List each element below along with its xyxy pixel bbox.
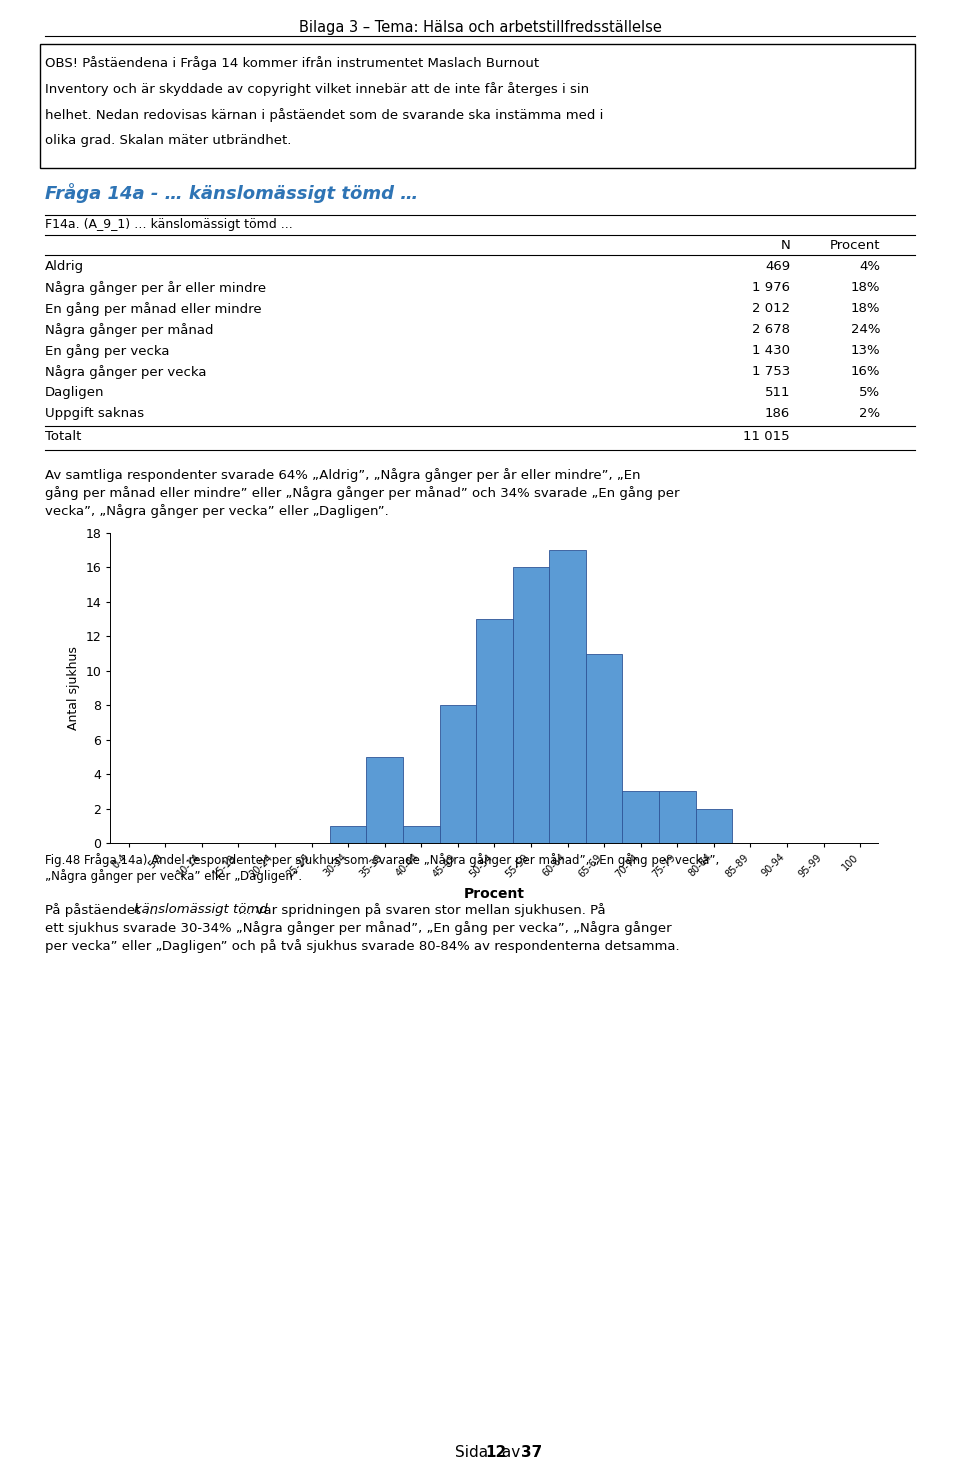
Text: vecka”, „Några gånger per vecka” eller „Dagligen”.: vecka”, „Några gånger per vecka” eller „… — [45, 505, 389, 518]
Text: 18%: 18% — [851, 302, 880, 315]
Text: 13%: 13% — [851, 343, 880, 357]
Text: 186: 186 — [765, 407, 790, 420]
Text: 1 753: 1 753 — [752, 366, 790, 377]
Bar — [440, 706, 476, 844]
Bar — [367, 756, 403, 844]
Bar — [40, 44, 915, 169]
Text: Inventory och är skyddade av copyright vilket innebär att de inte får återges i : Inventory och är skyddade av copyright v… — [45, 81, 589, 96]
Bar — [622, 792, 659, 844]
Text: gång per månad eller mindre” eller „Några gånger per månad” och 34% svarade „En : gång per månad eller mindre” eller „Någr… — [45, 485, 680, 500]
Text: 12: 12 — [485, 1444, 506, 1459]
Text: Några gånger per månad: Några gånger per månad — [45, 323, 213, 337]
Text: 1 430: 1 430 — [752, 343, 790, 357]
Bar — [696, 808, 732, 844]
Text: Aldrig: Aldrig — [45, 260, 84, 272]
Text: 2 678: 2 678 — [752, 323, 790, 336]
Text: Bilaga 3 – Tema: Hälsa och arbetstillfredsställelse: Bilaga 3 – Tema: Hälsa och arbetstillfre… — [299, 21, 661, 36]
Text: En gång per vecka: En gång per vecka — [45, 343, 170, 358]
Text: Totalt: Totalt — [45, 431, 82, 443]
Text: olika grad. Skalan mäter utbrändhet.: olika grad. Skalan mäter utbrändhet. — [45, 135, 292, 147]
Text: 2%: 2% — [859, 407, 880, 420]
Bar — [476, 619, 513, 844]
Text: 24%: 24% — [851, 323, 880, 336]
Text: 18%: 18% — [851, 281, 880, 295]
Bar — [403, 826, 440, 844]
Text: Procent: Procent — [829, 238, 880, 252]
Text: Några gånger per år eller mindre: Några gånger per år eller mindre — [45, 281, 266, 295]
Bar — [330, 826, 367, 844]
Text: känslomässigt tömd: känslomässigt tömd — [133, 903, 268, 916]
Text: 37: 37 — [521, 1444, 542, 1459]
X-axis label: Procent: Procent — [464, 888, 525, 901]
Text: 469: 469 — [765, 260, 790, 272]
Text: Fråga 14a - … känslomässigt tömd …: Fråga 14a - … känslomässigt tömd … — [45, 184, 419, 203]
Text: Uppgift saknas: Uppgift saknas — [45, 407, 144, 420]
Text: Av samtliga respondenter svarade 64% „Aldrig”, „Några gånger per år eller mindre: Av samtliga respondenter svarade 64% „Al… — [45, 468, 640, 482]
Text: 16%: 16% — [851, 366, 880, 377]
Bar — [586, 654, 622, 844]
Text: Dagligen: Dagligen — [45, 386, 105, 400]
Text: helhet. Nedan redovisas kärnan i påstäendet som de svarande ska instämma med i: helhet. Nedan redovisas kärnan i påstäen… — [45, 108, 604, 121]
Text: av: av — [497, 1444, 525, 1459]
Text: På påstäendet …: På påstäendet … — [45, 903, 162, 918]
Text: „Några gånger per vecka” eller „Dagligen”.: „Några gånger per vecka” eller „Dagligen… — [45, 869, 302, 884]
Y-axis label: Antal sjukhus: Antal sjukhus — [67, 647, 80, 730]
Text: Några gånger per vecka: Några gånger per vecka — [45, 366, 206, 379]
Text: 511: 511 — [764, 386, 790, 400]
Text: 2 012: 2 012 — [752, 302, 790, 315]
Text: 5%: 5% — [859, 386, 880, 400]
Bar — [549, 551, 586, 844]
Text: F14a. (A_9_1) … känslomässigt tömd ...: F14a. (A_9_1) … känslomässigt tömd ... — [45, 218, 293, 231]
Text: per vecka” eller „Dagligen” och på två sjukhus svarade 80-84% av respondenterna : per vecka” eller „Dagligen” och på två s… — [45, 938, 680, 953]
Text: 4%: 4% — [859, 260, 880, 272]
Text: 1 976: 1 976 — [752, 281, 790, 295]
Text: OBS! Påstäendena i Fråga 14 kommer ifrån instrumentet Maslach Burnout: OBS! Påstäendena i Fråga 14 kommer ifrån… — [45, 56, 540, 70]
Text: ett sjukhus svarade 30-34% „Några gånger per månad”, „En gång per vecka”, „Några: ett sjukhus svarade 30-34% „Några gånger… — [45, 921, 672, 935]
Bar — [513, 567, 549, 844]
Text: En gång per månad eller mindre: En gång per månad eller mindre — [45, 302, 262, 315]
Text: Sida: Sida — [455, 1444, 493, 1459]
Text: N: N — [780, 238, 790, 252]
Text: … var spridningen på svaren stor mellan sjukhusen. På: … var spridningen på svaren stor mellan … — [233, 903, 606, 918]
Bar — [659, 792, 696, 844]
Text: 11 015: 11 015 — [743, 431, 790, 443]
Text: Fig.48 Fråga 14a) Andel respondenter per sjukhus som svarade „Några gånger per m: Fig.48 Fråga 14a) Andel respondenter per… — [45, 852, 719, 867]
